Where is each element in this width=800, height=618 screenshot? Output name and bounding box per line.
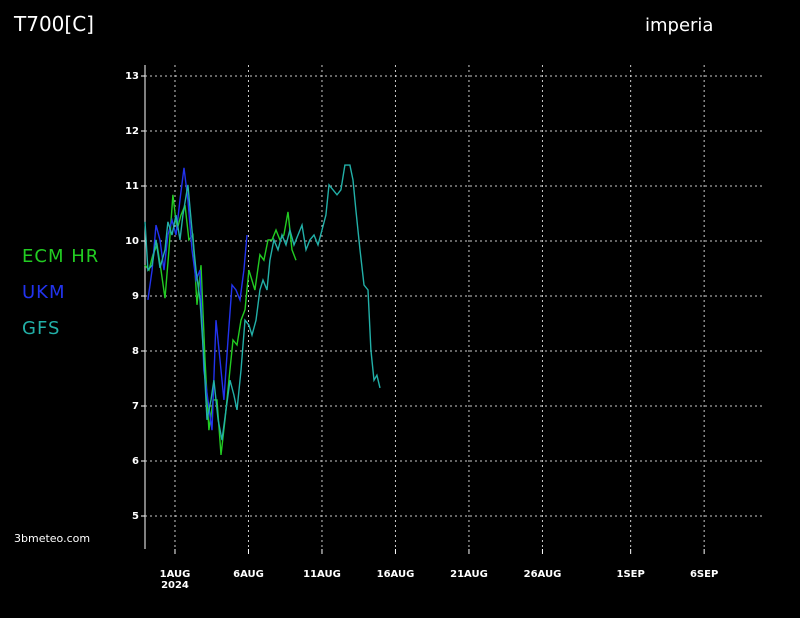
x-sublabel: 2024 (161, 580, 189, 591)
series-line (147, 167, 248, 431)
series-line (144, 164, 381, 441)
legend-entry: GFS (22, 318, 60, 339)
x-tick-label: 6SEP (690, 569, 718, 580)
y-tick-label: 5 (132, 511, 139, 522)
location: imperia (645, 15, 713, 36)
legend-entry: ECM HR (22, 246, 99, 267)
y-tick-label: 12 (125, 126, 139, 137)
x-tick-label: 16AUG (377, 569, 415, 580)
y-tick-label: 11 (125, 181, 139, 192)
y-tick-label: 13 (125, 71, 139, 82)
legend-entry: UKM (22, 282, 66, 303)
x-tick-label: 21AUG (450, 569, 488, 580)
y-tick-label: 6 (132, 456, 139, 467)
source: 3bmeteo.com (14, 532, 90, 545)
x-tick-label: 6AUG (233, 569, 264, 580)
y-tick-label: 9 (132, 291, 139, 302)
x-tick-label: 1AUG (160, 569, 191, 580)
y-tick-label: 7 (132, 401, 139, 412)
y-tick-label: 8 (132, 346, 139, 357)
chart-title: T700[C] (13, 12, 94, 36)
x-tick-label: 11AUG (303, 569, 341, 580)
x-tick-label: 1SEP (616, 569, 644, 580)
y-tick-label: 10 (125, 236, 139, 247)
x-tick-label: 26AUG (524, 569, 562, 580)
